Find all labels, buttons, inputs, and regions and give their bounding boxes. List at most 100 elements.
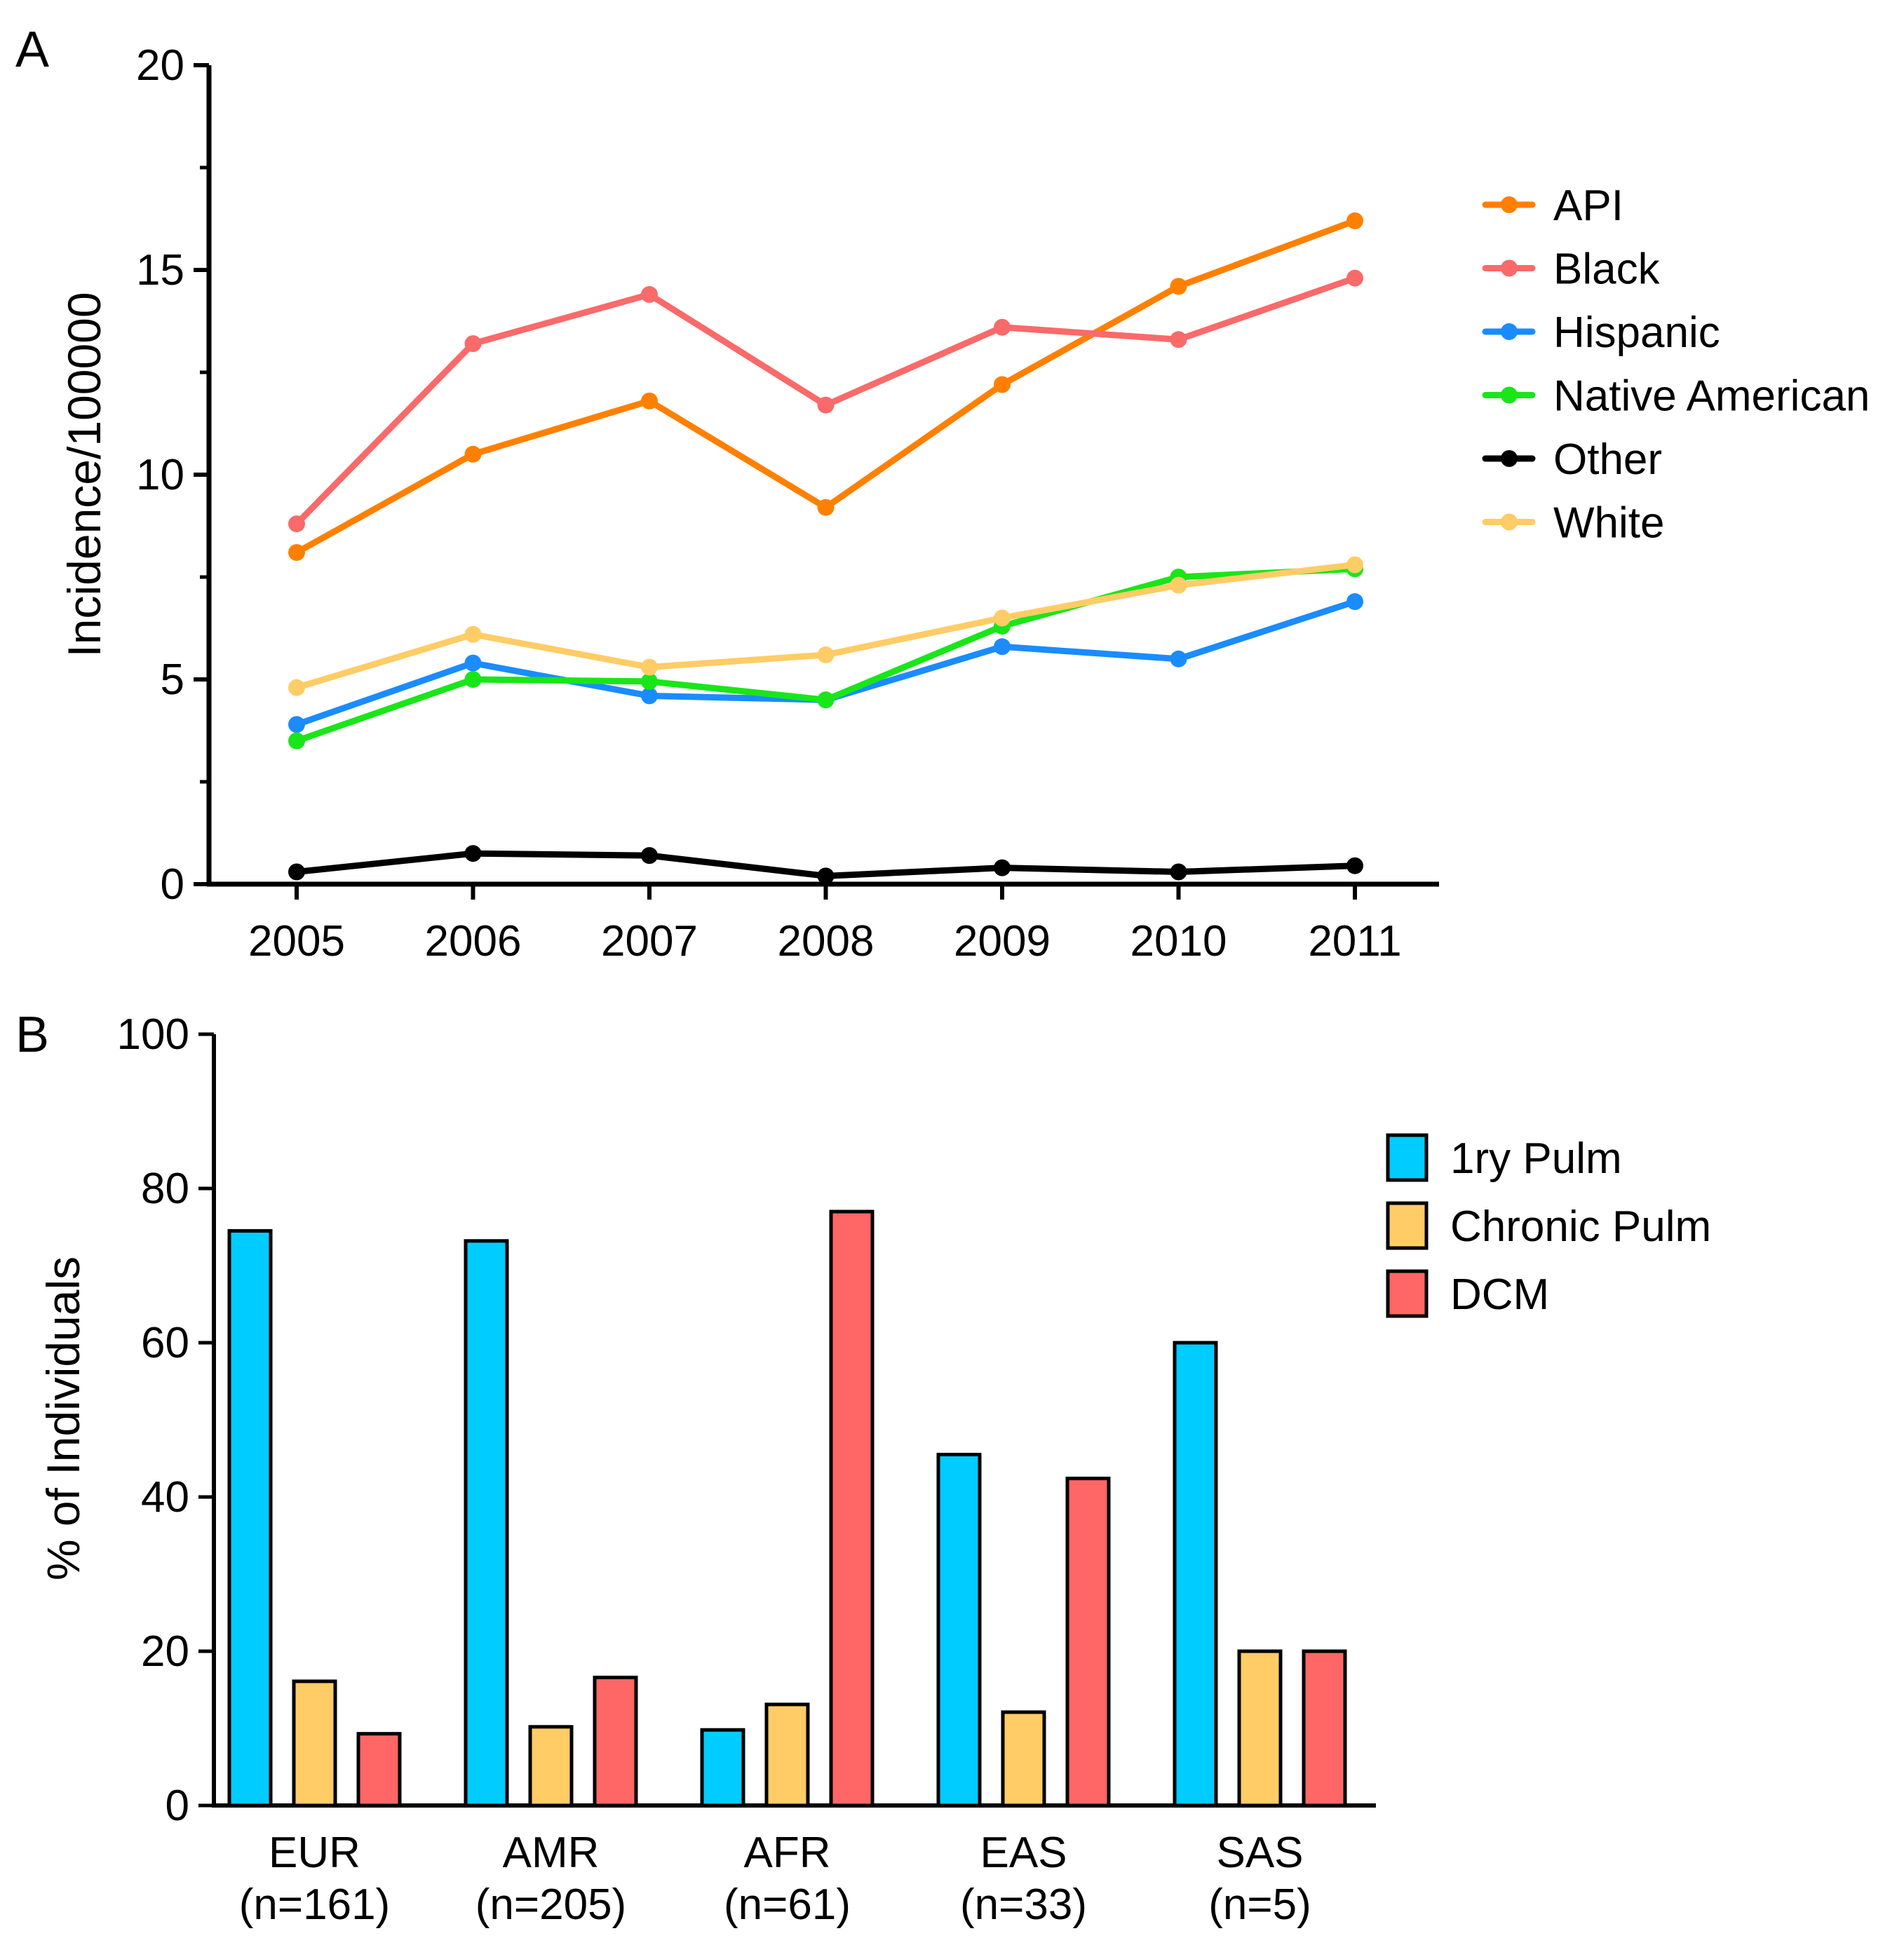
legend-item-white: White xyxy=(1482,499,1664,548)
legend-label: Hispanic xyxy=(1553,309,1720,357)
bar-eur-chronic-pulm xyxy=(292,1679,337,1808)
panel-b-y-tick-label: 80 xyxy=(141,1165,189,1213)
bar-afr-chronic-pulm xyxy=(764,1702,810,1808)
data-point-black xyxy=(994,318,1011,336)
panel-a-x-tick-label: 2010 xyxy=(1130,917,1227,965)
bar-eas-dcm xyxy=(1065,1477,1111,1808)
bar-amr-dcm xyxy=(593,1675,638,1808)
data-point-api xyxy=(288,543,305,561)
legend-swatch-marker xyxy=(1501,259,1518,277)
legend-item-native-american: Native American xyxy=(1482,372,1870,421)
panel-a-y-axis-title: Incidence/100000 xyxy=(58,292,110,657)
data-point-white xyxy=(1170,576,1187,594)
bar-group-eur xyxy=(227,1229,402,1808)
legend-swatch xyxy=(1386,1201,1429,1250)
data-point-other xyxy=(288,863,305,881)
panel-a-y-tick-label: 5 xyxy=(161,656,184,704)
data-point-native-american xyxy=(464,671,482,688)
data-point-black xyxy=(288,515,305,533)
legend-label: API xyxy=(1553,182,1623,230)
data-point-hispanic xyxy=(288,716,305,733)
data-point-api xyxy=(994,376,1011,393)
panel-a-y-tick-label: 0 xyxy=(161,860,184,909)
panel-a-label: A xyxy=(15,22,49,78)
panel-b-x-tick-sublabel: (n=61) xyxy=(724,1881,851,1929)
panel-a-y-tick-label: 20 xyxy=(136,41,184,90)
data-point-other xyxy=(1346,857,1363,874)
legend-item-1ry-pulm: 1ry Pulm xyxy=(1386,1133,1622,1183)
data-point-other xyxy=(464,845,482,862)
data-point-other xyxy=(994,859,1011,876)
legend-item-dcm: DCM xyxy=(1386,1269,1549,1319)
data-point-hispanic xyxy=(464,654,482,672)
panel-a-x-tick-label: 2005 xyxy=(248,917,345,965)
data-point-black xyxy=(1346,269,1363,287)
data-point-black xyxy=(1170,331,1187,348)
legend-item-black: Black xyxy=(1482,245,1661,294)
data-point-api xyxy=(464,445,482,463)
panel-b-tick-labels: 0 20 40 60 80 100 EUR(n=161) AMR(n=205) AFR(n=61… xyxy=(117,1010,1311,1929)
series-black xyxy=(288,269,1363,533)
data-point-white xyxy=(994,609,1011,627)
data-point-api xyxy=(1346,212,1363,229)
series-white xyxy=(288,556,1363,696)
data-point-api xyxy=(1170,278,1187,295)
bar-amr-chronic-pulm xyxy=(528,1725,574,1808)
legend-label: 1ry Pulm xyxy=(1450,1134,1622,1183)
panel-b-x-tick-label: AMR xyxy=(503,1829,600,1877)
bar-eas-1ry-pulm xyxy=(936,1453,982,1808)
data-point-black xyxy=(464,335,482,353)
series-api xyxy=(288,212,1363,561)
legend-swatch-marker xyxy=(1501,513,1518,531)
panel-b-label: B xyxy=(15,1007,49,1063)
panel-a-tick-labels: 0 5 10 15 20 2005 2006 2007 2008 2009 2010 2011 xyxy=(136,41,1402,965)
data-point-black xyxy=(641,286,658,304)
data-point-black xyxy=(817,396,835,414)
bar-sas-1ry-pulm xyxy=(1173,1341,1218,1808)
legend-item-chronic-pulm: Chronic Pulm xyxy=(1386,1201,1711,1251)
data-point-white xyxy=(464,625,482,643)
data-point-native-american xyxy=(641,672,658,690)
panel-b-y-tick-label: 100 xyxy=(117,1010,189,1059)
data-point-white xyxy=(817,646,835,663)
data-point-native-american xyxy=(817,691,835,709)
panel-b-x-tick-label: SAS xyxy=(1216,1829,1303,1877)
legend-label: Chronic Pulm xyxy=(1450,1202,1711,1251)
legend-swatch-marker xyxy=(1501,196,1518,213)
data-point-other xyxy=(641,847,658,865)
legend-swatch-marker xyxy=(1501,450,1518,467)
panel-b-x-tick-sublabel: (n=161) xyxy=(239,1881,390,1929)
legend-swatch-marker xyxy=(1501,323,1518,340)
panel-b-y-tick-label: 40 xyxy=(141,1473,189,1522)
data-point-api xyxy=(817,499,835,516)
data-point-white xyxy=(1346,556,1363,574)
panel-b-y-tick-label: 0 xyxy=(166,1782,189,1830)
legend-label: Other xyxy=(1553,435,1662,484)
data-point-other xyxy=(1170,863,1187,881)
panel-a-legend: API Black Hispanic Native American Other Whit… xyxy=(1482,182,1870,548)
panel-b-y-tick-label: 20 xyxy=(141,1627,189,1676)
panel-b-x-tick-sublabel: (n=5) xyxy=(1208,1881,1311,1929)
bar-group-sas xyxy=(1173,1341,1347,1808)
bar-afr-dcm xyxy=(829,1209,875,1808)
data-point-other xyxy=(817,867,835,885)
panel-a-y-tick-label: 10 xyxy=(136,451,184,499)
panel-a-x-tick-label: 2011 xyxy=(1308,917,1401,965)
bar-afr-1ry-pulm xyxy=(700,1728,745,1808)
panel-b-x-tick-sublabel: (n=205) xyxy=(475,1881,626,1929)
data-point-api xyxy=(641,392,658,409)
legend-item-hispanic: Hispanic xyxy=(1482,309,1720,357)
panel-a-x-tick-label: 2009 xyxy=(954,917,1051,965)
bar-sas-chronic-pulm xyxy=(1237,1649,1283,1808)
data-point-native-american xyxy=(288,732,305,750)
panel-b-bar-chart: B % of Individuals 0 20 40 60 80 100 EUR(n=161… xyxy=(15,1007,1711,1929)
legend-label: White xyxy=(1553,499,1664,548)
data-point-white xyxy=(288,679,305,696)
bar-eur-dcm xyxy=(356,1732,402,1808)
panel-b-x-tick-label: AFR xyxy=(744,1829,831,1877)
data-point-white xyxy=(641,658,658,676)
panel-a-x-tick-label: 2008 xyxy=(778,917,875,965)
panel-a-y-tick-label: 15 xyxy=(136,246,184,294)
panel-b-legend: 1ry Pulm Chronic Pulm DCM xyxy=(1386,1133,1711,1319)
panel-b-y-axis-title: % of Individuals xyxy=(37,1256,89,1580)
